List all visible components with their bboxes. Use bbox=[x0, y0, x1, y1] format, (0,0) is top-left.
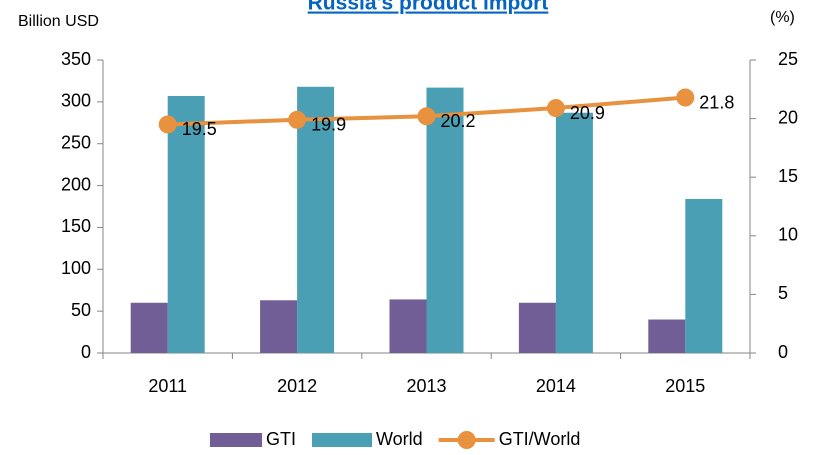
x-tick-label: 2015 bbox=[665, 376, 705, 396]
y2-tick-label: 15 bbox=[778, 166, 798, 186]
y-tick-label: 0 bbox=[81, 342, 91, 362]
legend-swatch bbox=[210, 433, 262, 447]
legend-swatch bbox=[312, 433, 372, 447]
bar bbox=[518, 302, 556, 353]
x-tick-label: 2011 bbox=[148, 376, 187, 396]
y2-axis-label: (%) bbox=[770, 9, 795, 26]
line-marker bbox=[417, 107, 436, 126]
bar bbox=[426, 87, 464, 353]
line-marker bbox=[676, 88, 695, 107]
line-marker bbox=[288, 110, 307, 129]
bar bbox=[130, 302, 168, 353]
y-tick-label: 200 bbox=[61, 174, 91, 194]
y-axis-label: Billion USD bbox=[18, 13, 99, 30]
data-label: 21.8 bbox=[699, 92, 734, 112]
y-tick-label: 300 bbox=[61, 91, 91, 111]
data-label: 19.9 bbox=[311, 115, 346, 135]
y-tick-label: 350 bbox=[61, 49, 91, 69]
bar bbox=[555, 112, 593, 354]
y2-tick-label: 20 bbox=[778, 107, 798, 127]
bar bbox=[297, 86, 335, 353]
y-tick-label: 250 bbox=[61, 132, 91, 152]
y2-tick-label: 10 bbox=[778, 225, 798, 245]
bar bbox=[167, 95, 205, 354]
y-tick-label: 50 bbox=[71, 300, 91, 320]
data-label: 19.5 bbox=[182, 119, 217, 139]
legend-swatch bbox=[457, 431, 476, 449]
y2-tick-label: 0 bbox=[778, 342, 788, 362]
chart-title: Russia's product import bbox=[308, 0, 549, 15]
legend-label: GTI/World bbox=[499, 429, 581, 449]
bar bbox=[685, 198, 723, 353]
y2-tick-label: 5 bbox=[778, 283, 788, 303]
bar bbox=[648, 319, 686, 353]
x-tick-label: 2012 bbox=[277, 376, 317, 396]
legend-label: World bbox=[376, 429, 423, 449]
y-tick-label: 100 bbox=[61, 258, 91, 278]
bar bbox=[389, 299, 427, 353]
x-tick-label: 2014 bbox=[536, 376, 576, 396]
data-label: 20.9 bbox=[570, 103, 605, 123]
line-marker bbox=[158, 115, 177, 134]
bar bbox=[260, 300, 298, 353]
line-marker bbox=[546, 99, 565, 118]
x-tick-label: 2013 bbox=[406, 376, 446, 396]
y-tick-label: 150 bbox=[61, 216, 91, 236]
y2-tick-label: 25 bbox=[778, 49, 798, 69]
data-label: 20.2 bbox=[441, 111, 476, 131]
legend-label: GTI bbox=[266, 429, 296, 449]
